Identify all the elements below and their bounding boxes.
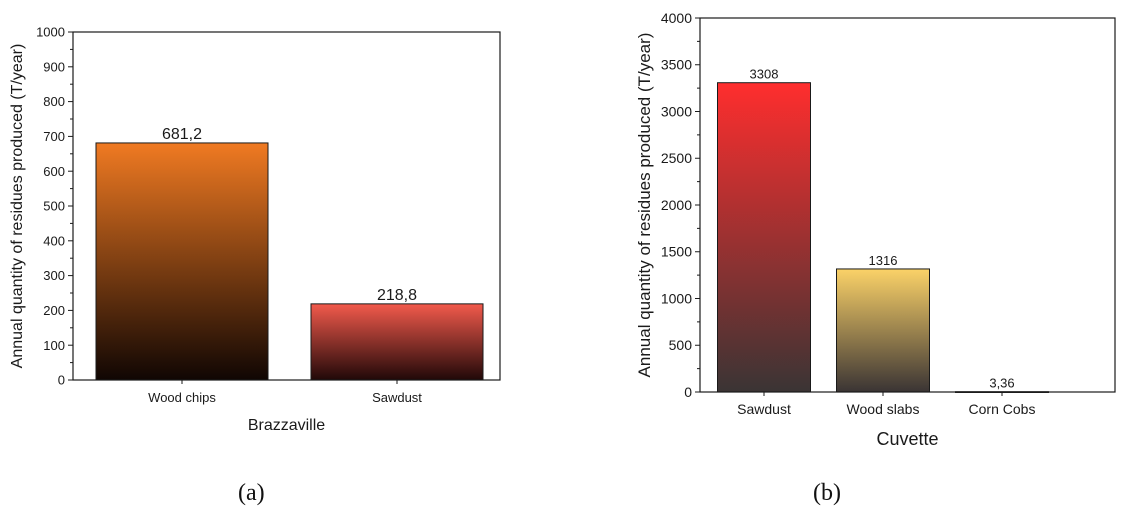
x-tick-label: Corn Cobs [969,401,1036,417]
y-tick-label: 2500 [661,150,692,166]
y-tick-label: 600 [43,164,65,179]
x-axis-label: Cuvette [876,429,938,449]
data-label: 3308 [750,67,779,82]
bar [95,142,269,381]
y-tick-label: 500 [669,337,693,353]
y-tick-label: 3000 [661,103,692,119]
x-tick-label: Sawdust [372,390,422,405]
panel-label-a: (a) [238,480,265,506]
y-tick-label: 100 [43,338,65,353]
bar [836,268,930,393]
x-tick-label: Sawdust [737,401,791,417]
y-tick-label: 1000 [661,290,692,306]
y-tick-label: 3500 [661,57,692,73]
y-axis-label: Annual quantity of residues produced (T/… [9,44,26,369]
y-tick-label: 500 [43,199,65,214]
bar [717,82,811,393]
data-label: 3,36 [989,376,1014,391]
y-tick-label: 200 [43,303,65,318]
panel-label-b: (b) [813,480,841,506]
data-label: 681,2 [162,126,202,143]
data-label: 218,8 [377,287,417,304]
y-tick-label: 300 [43,268,65,283]
y-tick-label: 800 [43,94,65,109]
y-tick-label: 0 [58,373,65,388]
y-tick-label: 400 [43,233,65,248]
y-tick-label: 1500 [661,244,692,260]
chart-panel-1: 3308 Sawdust 1316 Wood slabs 3,36 Corn Cobs 0 5… [635,10,1116,449]
data-label: 1316 [869,253,898,268]
x-tick-label: Wood chips [148,390,216,405]
x-axis-label: Brazzaville [248,417,325,434]
y-tick-label: 0 [684,384,692,400]
bar [310,303,484,381]
y-axis-label: Annual quantity of residues produced (T/… [635,33,654,378]
y-tick-label: 2000 [661,197,692,213]
y-tick-label: 700 [43,129,65,144]
y-tick-label: 1000 [36,25,65,40]
y-tick-label: 900 [43,59,65,74]
chart-panel-0: 681,2 Wood chips 218,8 Sawdust 0 100 200 300 400… [9,25,501,434]
y-tick-label: 4000 [661,10,692,26]
x-tick-label: Wood slabs [847,401,920,417]
